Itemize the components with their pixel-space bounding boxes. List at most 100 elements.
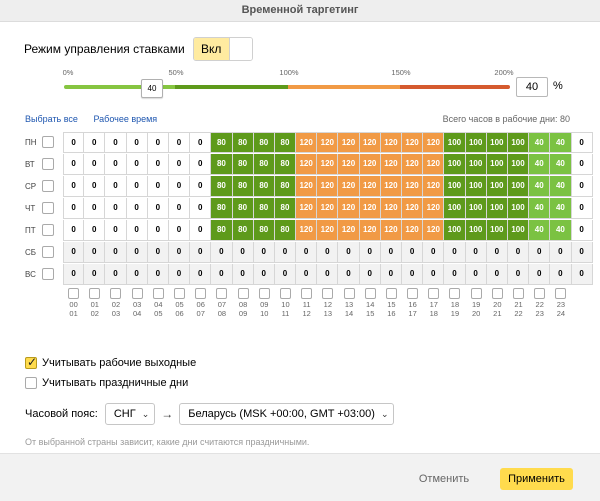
work-time-link[interactable]: Рабочее время xyxy=(93,114,158,124)
hour-cell[interactable]: 0 xyxy=(147,242,169,263)
hour-cell[interactable]: 40 xyxy=(529,198,551,219)
hour-cell[interactable]: 80 xyxy=(274,176,297,197)
hour-cell[interactable]: 80 xyxy=(274,132,297,153)
working-weekends-checkbox[interactable] xyxy=(25,355,37,369)
hour-cell[interactable]: 80 xyxy=(253,154,275,175)
hour-cell[interactable]: 40 xyxy=(550,154,572,175)
hour-cell[interactable]: 100 xyxy=(465,198,487,219)
hour-checkbox[interactable] xyxy=(258,288,270,299)
hour-cell[interactable]: 120 xyxy=(359,176,381,197)
hour-checkbox[interactable] xyxy=(322,288,334,299)
hour-cell[interactable]: 120 xyxy=(296,154,318,175)
day-checkbox[interactable] xyxy=(42,268,54,281)
hour-cell[interactable]: 0 xyxy=(274,264,297,285)
hour-cell[interactable]: 100 xyxy=(444,154,466,175)
hour-column[interactable]: 16 17 xyxy=(402,288,423,318)
hour-cell[interactable]: 120 xyxy=(380,154,402,175)
hour-cell[interactable]: 80 xyxy=(211,176,233,197)
hour-cell[interactable]: 0 xyxy=(105,132,127,153)
hour-checkbox[interactable] xyxy=(237,288,249,299)
toggle-on-label[interactable]: Вкл xyxy=(193,38,230,60)
day-checkbox[interactable] xyxy=(42,224,54,237)
hour-cell[interactable]: 0 xyxy=(147,132,169,153)
hour-cell[interactable]: 0 xyxy=(63,264,85,285)
hour-cell[interactable]: 0 xyxy=(402,242,424,263)
hour-cell[interactable]: 0 xyxy=(529,264,551,285)
hour-cell[interactable]: 40 xyxy=(529,176,551,197)
hour-cell[interactable]: 0 xyxy=(232,264,254,285)
hour-cell[interactable]: 0 xyxy=(190,154,212,175)
hour-checkbox[interactable] xyxy=(152,288,164,299)
hour-checkbox[interactable] xyxy=(216,288,228,299)
hour-cell[interactable]: 0 xyxy=(211,242,233,263)
hour-cell[interactable]: 0 xyxy=(507,264,530,285)
hour-column[interactable]: 03 04 xyxy=(127,288,148,318)
hour-cell[interactable]: 0 xyxy=(63,220,85,241)
hour-cell[interactable]: 120 xyxy=(359,220,381,241)
hour-checkbox[interactable] xyxy=(470,288,482,299)
hour-cell[interactable]: 0 xyxy=(550,264,572,285)
hour-cell[interactable]: 0 xyxy=(423,264,445,285)
hour-cell[interactable]: 40 xyxy=(550,132,572,153)
hour-checkbox[interactable] xyxy=(555,288,567,299)
hour-cell[interactable]: 0 xyxy=(253,264,275,285)
hour-cell[interactable]: 100 xyxy=(444,132,466,153)
hour-cell[interactable]: 120 xyxy=(317,132,339,153)
hour-cell[interactable]: 120 xyxy=(338,154,360,175)
hour-cell[interactable]: 0 xyxy=(84,220,106,241)
hour-cell[interactable]: 0 xyxy=(571,198,593,219)
hour-checkbox[interactable] xyxy=(279,288,291,299)
hour-column[interactable]: 05 06 xyxy=(169,288,190,318)
hour-cell[interactable]: 40 xyxy=(529,154,551,175)
hour-column[interactable]: 04 05 xyxy=(148,288,169,318)
day-checkbox[interactable] xyxy=(42,136,54,149)
select-all-link[interactable]: Выбрать все xyxy=(25,114,78,124)
holidays-checkbox[interactable] xyxy=(25,377,37,389)
hour-column[interactable]: 00 01 xyxy=(63,288,84,318)
hour-cell[interactable]: 120 xyxy=(380,198,402,219)
hour-cell[interactable]: 120 xyxy=(317,176,339,197)
hour-cell[interactable]: 100 xyxy=(486,176,508,197)
hour-checkbox[interactable] xyxy=(195,288,207,299)
timezone-select[interactable]: Беларусь (MSK +00:00, GMT +03:00) ⌄ xyxy=(179,403,395,425)
hour-cell[interactable]: 100 xyxy=(486,220,508,241)
hour-cell[interactable]: 0 xyxy=(84,264,106,285)
hour-column[interactable]: 13 14 xyxy=(338,288,359,318)
hour-cell[interactable]: 120 xyxy=(380,176,402,197)
hour-cell[interactable]: 0 xyxy=(338,242,360,263)
hour-cell[interactable]: 0 xyxy=(571,264,593,285)
hour-cell[interactable]: 0 xyxy=(126,220,148,241)
hour-cell[interactable]: 0 xyxy=(465,264,487,285)
hour-column[interactable]: 10 11 xyxy=(275,288,296,318)
toggle-off-part[interactable] xyxy=(229,38,252,60)
hour-cell[interactable]: 120 xyxy=(402,198,424,219)
hour-cell[interactable]: 0 xyxy=(571,132,593,153)
hour-cell[interactable]: 100 xyxy=(486,198,508,219)
hour-cell[interactable]: 0 xyxy=(84,176,106,197)
slider-track[interactable] xyxy=(64,85,510,89)
cancel-button[interactable]: Отменить xyxy=(418,473,470,485)
hour-cell[interactable]: 0 xyxy=(253,242,275,263)
hour-cell[interactable]: 0 xyxy=(359,264,381,285)
hour-checkbox[interactable] xyxy=(534,288,546,299)
hour-cell[interactable]: 120 xyxy=(423,132,445,153)
hour-cell[interactable]: 80 xyxy=(253,132,275,153)
day-checkbox[interactable] xyxy=(42,158,54,171)
hour-cell[interactable]: 100 xyxy=(465,154,487,175)
hour-cell[interactable]: 0 xyxy=(84,154,106,175)
hour-cell[interactable]: 0 xyxy=(296,264,318,285)
hour-checkbox[interactable] xyxy=(89,288,101,299)
hour-cell[interactable]: 120 xyxy=(296,220,318,241)
bid-percent-input[interactable]: 40 xyxy=(516,77,548,97)
hour-cell[interactable]: 80 xyxy=(253,198,275,219)
hour-cell[interactable]: 0 xyxy=(211,264,233,285)
hour-cell[interactable]: 0 xyxy=(105,176,127,197)
hour-cell[interactable]: 0 xyxy=(126,242,148,263)
hour-cell[interactable]: 120 xyxy=(423,176,445,197)
hour-checkbox[interactable] xyxy=(385,288,397,299)
hour-cell[interactable]: 120 xyxy=(338,220,360,241)
hour-cell[interactable]: 0 xyxy=(84,132,106,153)
hour-cell[interactable]: 0 xyxy=(380,242,402,263)
hour-column[interactable]: 08 09 xyxy=(233,288,254,318)
hour-cell[interactable]: 0 xyxy=(465,242,487,263)
